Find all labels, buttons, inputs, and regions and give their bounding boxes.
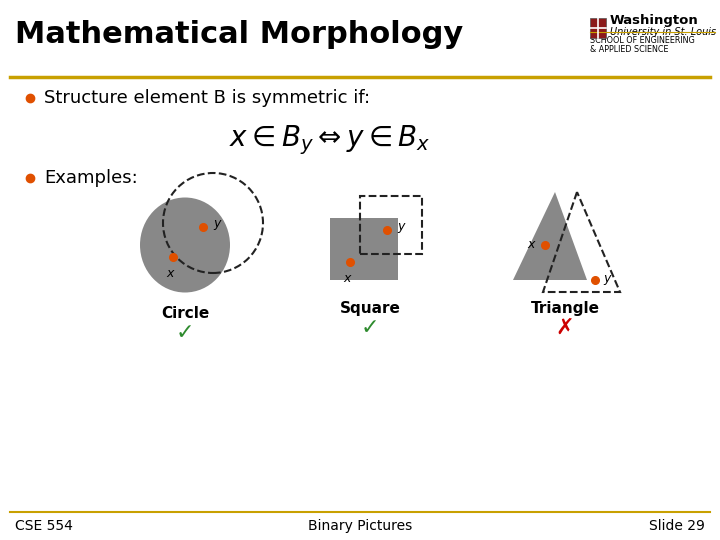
Polygon shape — [513, 192, 587, 280]
Text: $x$: $x$ — [166, 267, 176, 280]
Text: Structure element B is symmetric if:: Structure element B is symmetric if: — [44, 89, 370, 107]
Bar — [360, 196, 422, 254]
Text: University in St. Louis: University in St. Louis — [610, 27, 716, 37]
Text: Circle: Circle — [161, 306, 209, 321]
Text: Mathematical Morphology: Mathematical Morphology — [15, 20, 463, 49]
Text: CSE 554: CSE 554 — [15, 519, 73, 533]
Bar — [590, 18, 606, 38]
Text: ✗: ✗ — [556, 318, 575, 338]
Text: & APPLIED SCIENCE: & APPLIED SCIENCE — [590, 45, 668, 54]
Text: Triangle: Triangle — [531, 300, 600, 315]
Text: Examples:: Examples: — [44, 169, 138, 187]
Text: Slide 29: Slide 29 — [649, 519, 705, 533]
Bar — [330, 218, 398, 280]
Text: SCHOOL OF ENGINEERING: SCHOOL OF ENGINEERING — [590, 36, 695, 45]
Text: $y$: $y$ — [397, 221, 407, 235]
Text: Washington: Washington — [610, 14, 698, 27]
Text: $x \in B_y \Leftrightarrow y \in B_x$: $x \in B_y \Leftrightarrow y \in B_x$ — [229, 123, 431, 157]
Text: ✓: ✓ — [361, 318, 379, 338]
Text: ✓: ✓ — [176, 323, 194, 343]
Ellipse shape — [140, 198, 230, 293]
Text: $x$: $x$ — [527, 239, 537, 252]
Text: Square: Square — [340, 300, 400, 315]
Text: $y$: $y$ — [213, 218, 223, 232]
Text: $y$: $y$ — [603, 273, 613, 287]
Text: Binary Pictures: Binary Pictures — [308, 519, 412, 533]
Text: $x$: $x$ — [343, 272, 353, 285]
